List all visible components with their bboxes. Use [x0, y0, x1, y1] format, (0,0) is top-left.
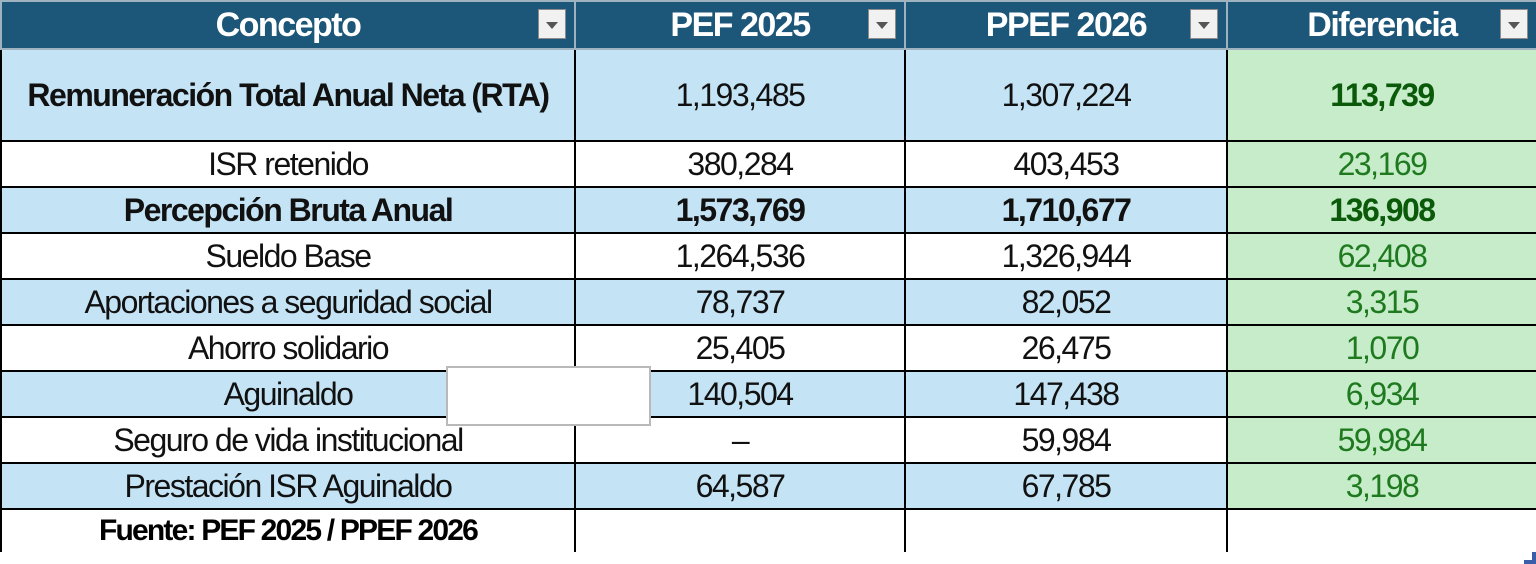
cell-concepto[interactable]: ISR retenido — [0, 140, 576, 188]
filter-dropdown-icon[interactable] — [1190, 9, 1218, 39]
cell-concepto[interactable]: Percepción Bruta Anual — [0, 186, 576, 234]
cell-diferencia[interactable]: 3,315 — [1226, 278, 1536, 326]
source-row: Fuente: PEF 2025 / PPEF 2026 — [0, 508, 1536, 552]
cell-diferencia[interactable]: 59,984 — [1226, 416, 1536, 464]
cell-diferencia[interactable]: 1,070 — [1226, 324, 1536, 372]
header-row: Concepto PEF 2025 PPEF 2026 Diferencia — [0, 0, 1536, 50]
cell-diferencia[interactable]: 62,408 — [1226, 232, 1536, 280]
header-ppef-2026: PPEF 2026 — [904, 0, 1228, 50]
cell-pef-2025[interactable]: 78,737 — [574, 278, 906, 326]
cell-pef-2025[interactable]: – — [574, 416, 906, 464]
source-note[interactable]: Fuente: PEF 2025 / PPEF 2026 — [0, 508, 576, 552]
header-pef-2025-label: PEF 2025 — [670, 5, 811, 44]
table-row: Aguinaldo 140,504 147,438 6,934 — [0, 370, 1536, 418]
cell-concepto[interactable]: Remuneración Total Anual Neta (RTA) — [0, 48, 576, 142]
resize-corner-icon[interactable] — [1524, 552, 1536, 564]
header-diferencia-label: Diferencia — [1307, 5, 1458, 44]
cell-pef-2025[interactable]: 1,193,485 — [574, 48, 906, 142]
header-concepto-label: Concepto — [215, 5, 362, 44]
empty-cell[interactable] — [1226, 508, 1536, 552]
cell-pef-2025[interactable]: 380,284 — [574, 140, 906, 188]
cell-ppef-2026[interactable]: 67,785 — [904, 462, 1228, 510]
empty-cell[interactable] — [904, 508, 1228, 552]
cell-ppef-2026[interactable]: 147,438 — [904, 370, 1228, 418]
cell-ppef-2026[interactable]: 26,475 — [904, 324, 1228, 372]
cell-concepto[interactable]: Ahorro solidario — [0, 324, 576, 372]
header-diferencia: Diferencia — [1226, 0, 1536, 50]
cell-concepto[interactable]: Aportaciones a seguridad social — [0, 278, 576, 326]
cell-concepto[interactable]: Sueldo Base — [0, 232, 576, 280]
filter-dropdown-icon[interactable] — [1500, 9, 1528, 39]
table-row: Seguro de vida institucional – 59,984 59… — [0, 416, 1536, 464]
filter-dropdown-icon[interactable] — [538, 9, 566, 39]
cell-pef-2025[interactable]: 64,587 — [574, 462, 906, 510]
table-row: ISR retenido 380,284 403,453 23,169 — [0, 140, 1536, 188]
table-row: Prestación ISR Aguinaldo 64,587 67,785 3… — [0, 462, 1536, 510]
cell-pef-2025[interactable]: 1,264,536 — [574, 232, 906, 280]
table-row: Aportaciones a seguridad social 78,737 8… — [0, 278, 1536, 326]
table-row: Remuneración Total Anual Neta (RTA) 1,19… — [0, 48, 1536, 142]
filter-dropdown-icon[interactable] — [868, 9, 896, 39]
table-row: Percepción Bruta Anual 1,573,769 1,710,6… — [0, 186, 1536, 234]
cell-pef-2025[interactable]: 25,405 — [574, 324, 906, 372]
cell-diferencia[interactable]: 136,908 — [1226, 186, 1536, 234]
header-concepto: Concepto — [0, 0, 576, 50]
cell-ppef-2026[interactable]: 403,453 — [904, 140, 1228, 188]
table-row: Sueldo Base 1,264,536 1,326,944 62,408 — [0, 232, 1536, 280]
cell-diferencia[interactable]: 3,198 — [1226, 462, 1536, 510]
floating-blank-box[interactable] — [446, 366, 651, 426]
cell-diferencia[interactable]: 23,169 — [1226, 140, 1536, 188]
cell-ppef-2026[interactable]: 1,326,944 — [904, 232, 1228, 280]
cell-diferencia[interactable]: 6,934 — [1226, 370, 1536, 418]
cell-ppef-2026[interactable]: 59,984 — [904, 416, 1228, 464]
table-row: Ahorro solidario 25,405 26,475 1,070 — [0, 324, 1536, 372]
cell-concepto[interactable]: Prestación ISR Aguinaldo — [0, 462, 576, 510]
cell-diferencia[interactable]: 113,739 — [1226, 48, 1536, 142]
comparison-table: Concepto PEF 2025 PPEF 2026 Diferencia R… — [0, 0, 1536, 552]
cell-ppef-2026[interactable]: 1,307,224 — [904, 48, 1228, 142]
header-pef-2025: PEF 2025 — [574, 0, 906, 50]
cell-pef-2025[interactable]: 1,573,769 — [574, 186, 906, 234]
empty-cell[interactable] — [574, 508, 906, 552]
cell-ppef-2026[interactable]: 1,710,677 — [904, 186, 1228, 234]
cell-ppef-2026[interactable]: 82,052 — [904, 278, 1228, 326]
header-ppef-2026-label: PPEF 2026 — [985, 5, 1148, 44]
